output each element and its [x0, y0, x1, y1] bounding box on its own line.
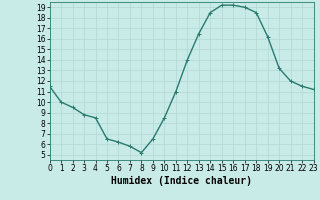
X-axis label: Humidex (Indice chaleur): Humidex (Indice chaleur) [111, 176, 252, 186]
